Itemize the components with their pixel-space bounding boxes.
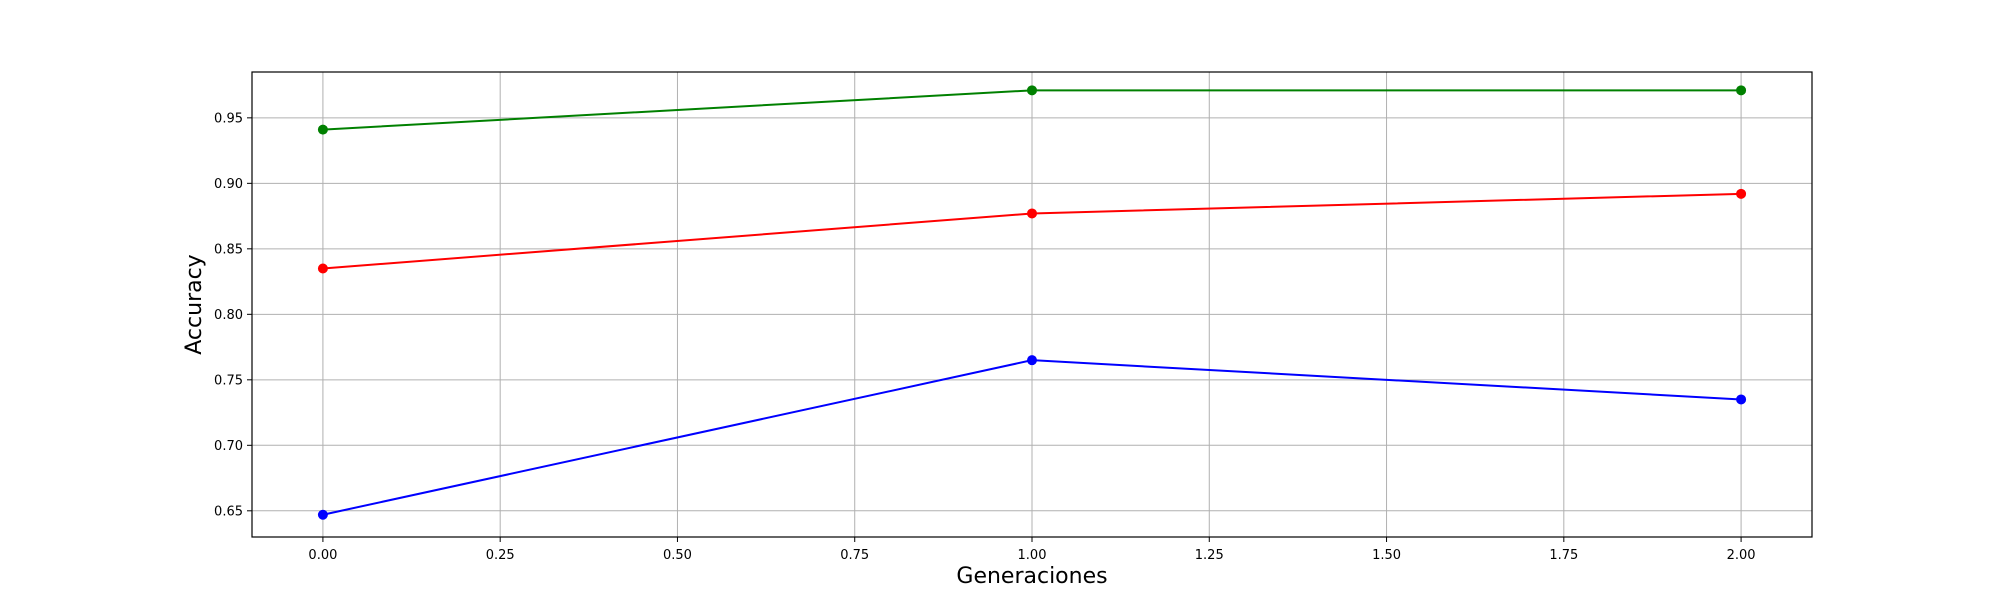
y-tick-label: 0.95 — [214, 111, 243, 126]
x-axis-ticks: 0.00 0.25 0.50 0.75 1.00 1.25 1.50 1.75 2.00 — [308, 537, 1756, 563]
x-tick-label: 0.00 — [308, 548, 337, 563]
series-0-point — [317, 124, 328, 135]
x-tick-label: 0.50 — [663, 548, 692, 563]
y-tick-label: 0.65 — [214, 504, 243, 519]
y-tick-label: 0.85 — [214, 242, 243, 257]
x-tick-label: 1.50 — [1372, 548, 1401, 563]
x-tick-label: 1.25 — [1195, 548, 1224, 563]
y-tick-label: 0.90 — [214, 177, 243, 192]
x-axis-label: Generaciones — [956, 564, 1107, 589]
series-1-point — [1736, 188, 1747, 199]
x-tick-label: 2.00 — [1727, 548, 1756, 563]
x-tick-label: 0.75 — [840, 548, 869, 563]
series-1-point — [317, 263, 328, 274]
x-tick-label: 0.25 — [486, 548, 515, 563]
grid-lines — [252, 72, 1812, 537]
series-0-point — [1027, 85, 1037, 96]
series-group — [317, 85, 1747, 520]
series-2-point — [1736, 394, 1747, 405]
x-tick-label: 1.75 — [1549, 548, 1578, 563]
series-2-point — [1027, 355, 1037, 366]
y-tick-label: 0.80 — [214, 308, 243, 323]
y-tick-label: 0.75 — [214, 373, 243, 388]
y-tick-label: 0.70 — [214, 439, 243, 454]
y-axis-label: Accuracy — [182, 254, 207, 354]
y-axis-ticks: 0.65 0.70 0.75 0.80 0.85 0.90 0.95 — [214, 111, 252, 519]
series-2-point — [317, 509, 328, 520]
x-tick-label: 1.00 — [1018, 548, 1047, 563]
series-1-point — [1027, 208, 1037, 219]
series-0-point — [1736, 85, 1747, 96]
